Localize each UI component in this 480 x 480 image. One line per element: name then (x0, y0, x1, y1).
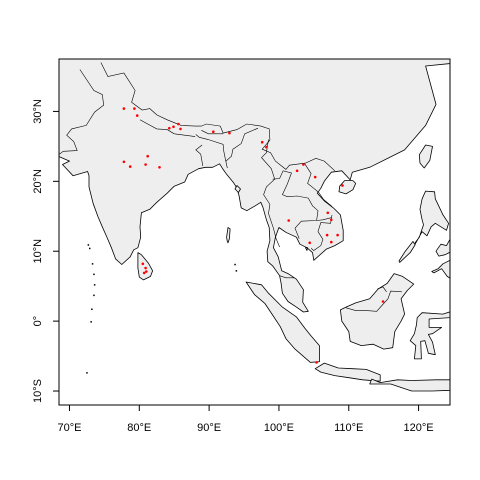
x-tick-label: 70°E (57, 422, 81, 434)
taiwan (418, 144, 433, 169)
occurrence-point (228, 131, 231, 135)
occurrence-point (177, 122, 180, 126)
occurrence-point (172, 125, 175, 129)
plot-frame (58, 58, 451, 406)
country-border (201, 130, 224, 135)
occurrence-point (302, 163, 305, 166)
x-tick-label: 100°E (264, 422, 294, 434)
occurrence-point (133, 107, 136, 110)
island-speck (91, 263, 94, 265)
country-border (310, 214, 333, 251)
lesser-sunda (369, 378, 450, 392)
occurrence-point (135, 114, 139, 117)
occurrence-point (287, 219, 291, 222)
occurrence-point (295, 169, 299, 173)
x-axis: 70°E 80°E 90°E 100°E 110°E 120°E (57, 405, 434, 434)
island-speck (93, 294, 95, 297)
occurrence-point (260, 140, 264, 144)
country-border (377, 286, 387, 292)
occurrence-point (168, 126, 171, 130)
country-border (195, 134, 228, 169)
occurrence-point (341, 184, 344, 187)
country-border (100, 62, 336, 172)
occurrence-point (158, 166, 161, 169)
occurrence-point (336, 233, 339, 237)
y-tick-label: 30°N (32, 99, 44, 124)
country-border (345, 290, 402, 312)
y-tick-label: 10°S (32, 379, 44, 403)
occurrence-point (145, 270, 148, 273)
country-border (225, 127, 259, 162)
occurrence-point (122, 107, 126, 110)
sulawesi (409, 311, 450, 360)
occurrence-point (265, 145, 268, 149)
occurrence-point (146, 154, 149, 158)
country-border (261, 139, 280, 248)
country-border (316, 217, 332, 221)
country-border (195, 144, 204, 166)
occurrence-point (326, 211, 330, 215)
palawan (398, 241, 416, 263)
andaman-islands (226, 227, 231, 244)
luzon (414, 190, 449, 245)
occurrence-points (122, 107, 385, 364)
occurrence-point (330, 240, 333, 244)
occurrence-point (144, 266, 147, 270)
occurrence-point (381, 300, 385, 303)
island-speck (234, 263, 236, 266)
phu-quoc (305, 247, 308, 251)
asia-mainland (59, 59, 450, 313)
island-speck (91, 308, 93, 310)
y-tick-label: 0° (32, 316, 44, 327)
y-tick-label: 10°N (32, 239, 44, 264)
occurrence-point (142, 271, 146, 275)
occurrence-point (179, 127, 182, 131)
java (314, 362, 381, 382)
country-border (304, 163, 333, 207)
country-border (279, 275, 295, 279)
island-speck (93, 284, 96, 286)
island-speck (86, 372, 88, 374)
island-speck (235, 270, 238, 272)
x-tick-label: 110°E (334, 422, 363, 434)
x-tick-label: 120°E (404, 422, 434, 434)
occurrence-point (212, 130, 215, 133)
occurrence-point (325, 233, 329, 237)
hainan (338, 180, 357, 195)
island-speck (93, 273, 95, 276)
island-speck (87, 244, 90, 246)
x-tick-label: 80°E (127, 422, 151, 434)
occurrence-point (122, 160, 126, 164)
occurrence-point (141, 262, 145, 266)
island-speck (89, 247, 91, 250)
occurrence-point (315, 361, 318, 364)
coastal-island (234, 185, 241, 193)
visayas (435, 238, 450, 257)
occurrence-point (308, 241, 312, 245)
x-tick-label: 90°E (197, 422, 221, 434)
country-border (139, 119, 196, 137)
sumatra (245, 281, 320, 363)
country-border (272, 170, 319, 239)
y-axis: 10°S 0° 10°N 20°N 30°N (32, 99, 59, 403)
occurrence-point (313, 175, 317, 179)
y-tick-label: 20°N (32, 169, 44, 194)
island-speck (90, 321, 92, 323)
land-layer (59, 59, 450, 392)
occurrence-point (144, 163, 147, 166)
mindanao (431, 259, 450, 279)
country-border (59, 69, 105, 155)
occurrence-point (128, 165, 132, 168)
occurrence-point (330, 218, 333, 222)
sri-lanka (137, 252, 153, 281)
